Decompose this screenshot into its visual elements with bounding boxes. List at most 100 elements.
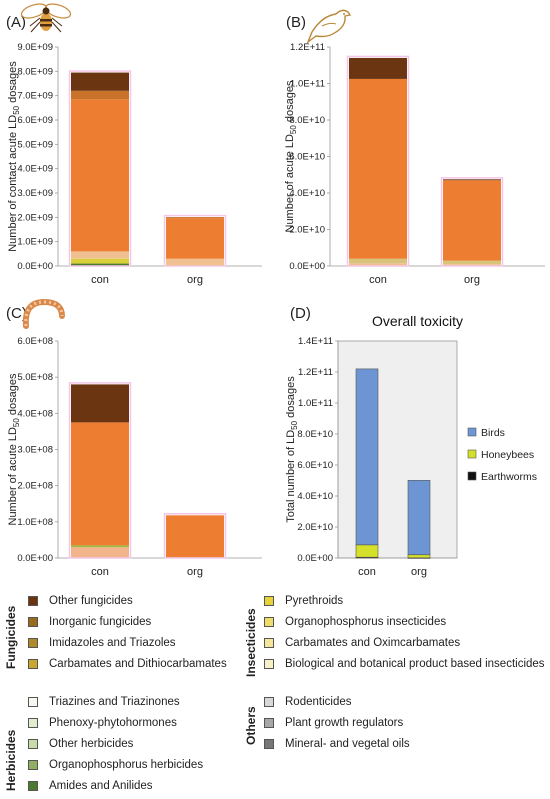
y-tick-label: 6.0E+10 <box>297 460 333 471</box>
bar-segment <box>71 251 129 259</box>
legend-item: Mineral- and vegetal oils <box>264 738 410 750</box>
legend-label: Pyrethroids <box>285 595 344 607</box>
y-tick-label: 3.0E+09 <box>17 188 53 199</box>
legend-item: Other herbicides <box>28 738 133 750</box>
pesticide-legend: Fungicides Other fungicides Inorganic fu… <box>0 585 550 795</box>
y-tick-label: 8.0E+10 <box>297 429 333 440</box>
y-tick-label: 2.0E+09 <box>17 212 53 223</box>
legend-label: Rodenticides <box>285 696 352 708</box>
legend-swatch <box>28 760 38 770</box>
y-tick-label: 2.0E+10 <box>297 522 333 533</box>
legend-group-fungicides: Fungicides <box>4 605 18 669</box>
y-tick-label: 8.0E+09 <box>17 66 53 77</box>
legend-label: Honeybees <box>481 449 534 461</box>
bar-segment <box>407 480 431 556</box>
bar-segment <box>349 263 407 266</box>
legend-swatch <box>264 739 274 749</box>
y-tick-label: 6.0E+10 <box>289 152 325 163</box>
charts-canvas: 0.0E+00 1.0E+09 2.0E+09 3.0E+09 4.0E+09 5.0E+… <box>7 42 545 578</box>
legend-label: Organophosphorus herbicides <box>49 759 204 771</box>
y-tick-label: 0.0E+00 <box>17 261 53 272</box>
earthworm-icon <box>22 298 65 329</box>
y-tick-label: 1.0E+11 <box>290 79 325 90</box>
y-tick-label: 4.0E+10 <box>289 188 325 199</box>
y-tick-label: 0.0E+00 <box>289 261 325 272</box>
legend-item: Pyrethroids <box>264 595 343 607</box>
legend-swatch <box>264 596 274 606</box>
legend-swatch <box>467 427 477 437</box>
legend-item: Imidazoles and Triazoles <box>28 637 176 649</box>
legend-swatch <box>467 471 477 481</box>
legend-item: Amides and Anilides <box>28 780 153 792</box>
y-axis-label: Number of acute LD50 dosages <box>7 373 21 525</box>
bar-segment <box>355 368 379 546</box>
panel-label-a: (A) <box>6 14 26 31</box>
legend-label: Other fungicides <box>49 595 133 607</box>
legend-label: Inorganic fungicides <box>49 616 152 628</box>
legend-swatch <box>467 449 477 459</box>
legend-label: Mineral- and vegetal oils <box>285 738 410 750</box>
bar-segment <box>443 180 501 261</box>
legend-swatch <box>28 659 38 669</box>
bird-icon <box>306 9 352 45</box>
legend-item: Triazines and Triazinones <box>28 696 180 708</box>
y-axis-label: Total number of LD50 dosages <box>285 376 299 523</box>
x-tick-label: con <box>369 274 387 286</box>
y-tick-label: 4.0E+09 <box>17 164 53 175</box>
legend-swatch <box>28 697 38 707</box>
legend-label: Carbamates and Dithiocarbamates <box>49 658 227 670</box>
y-tick-label: 1.2E+11 <box>298 367 333 378</box>
legend-item: Inorganic fungicides <box>28 616 151 628</box>
bar-segment <box>166 258 224 266</box>
chart-b: 0.0E+00 2.0E+10 4.0E+10 6.0E+10 8.0E+10 1.0E+… <box>284 42 545 286</box>
legend-item: Organophosphorus insecticides <box>264 616 446 628</box>
bar-outline <box>68 70 132 267</box>
legend-group-herbicides: Herbicides <box>4 729 18 791</box>
panel-label-b: (B) <box>286 14 306 31</box>
legend-item: Other fungicides <box>28 595 133 607</box>
legend-item: Carbamates and Dithiocarbamates <box>28 658 227 670</box>
bar-segment <box>407 554 431 559</box>
bar-segment <box>443 179 501 181</box>
legend-swatch <box>264 718 274 728</box>
bar-segment <box>166 217 224 219</box>
bar-segment <box>71 384 129 423</box>
y-tick-label: 1.0E+09 <box>17 237 53 248</box>
y-tick-label: 4.0E+10 <box>297 491 333 502</box>
bar-segment <box>443 264 501 266</box>
y-tick-label: 7.0E+09 <box>17 91 53 102</box>
bar-segment <box>71 422 129 546</box>
y-tick-label: 5.0E+09 <box>17 139 53 150</box>
legend-swatch <box>28 718 38 728</box>
y-tick-label: 2.0E+10 <box>289 225 325 236</box>
legend-item: Biological and botanical product based i… <box>264 658 545 670</box>
y-axis-label: Number of acute LD50 dosages <box>284 80 298 232</box>
legend-item: Organophosphorus herbicides <box>28 759 203 771</box>
legend-item: Plant growth regulators <box>264 717 403 729</box>
bar-outline <box>163 513 227 559</box>
y-tick-label: 9.0E+09 <box>17 42 53 53</box>
bar-segment <box>71 258 129 264</box>
x-tick-label: org <box>187 566 203 578</box>
chart-title: Overall toxicity <box>372 313 463 329</box>
y-axis-label: Number of contact acute LD50 dosages <box>7 61 21 252</box>
y-tick-label: 3.0E+08 <box>17 445 53 456</box>
bar-segment <box>71 545 129 548</box>
bar-segment <box>71 263 129 266</box>
legend-label: Phenoxy-phytohormones <box>49 717 177 729</box>
legend-swatch <box>28 596 38 606</box>
legend-swatch <box>264 617 274 627</box>
bee-icon <box>20 3 72 33</box>
legend-label: Birds <box>481 427 505 439</box>
legend-swatch <box>28 638 38 648</box>
legend-label: Earthworms <box>481 471 537 483</box>
legend-item: Rodenticides <box>264 696 351 708</box>
x-tick-label: con <box>358 566 376 578</box>
bar-segment <box>71 547 129 558</box>
legend-item: Phenoxy-phytohormones <box>28 717 177 729</box>
y-tick-label: 4.0E+08 <box>17 408 53 419</box>
bar-outline <box>346 55 410 267</box>
legend-label: Carbamates and Oximcarbamates <box>285 637 461 649</box>
y-tick-label: 8.0E+10 <box>289 115 325 126</box>
legend-label: Triazines and Triazinones <box>49 696 180 708</box>
